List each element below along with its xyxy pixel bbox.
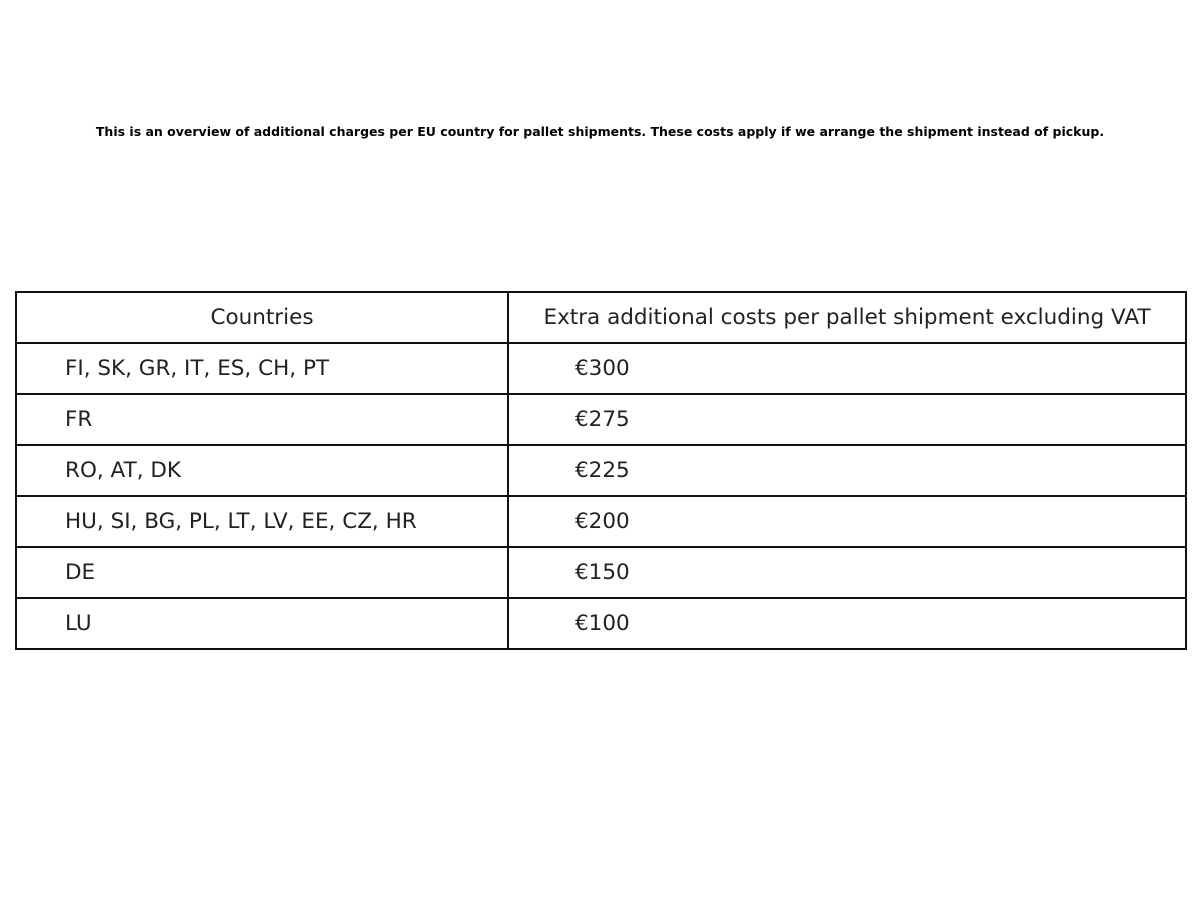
cost-cell: €300 [507,342,1187,395]
cost-cell: €275 [507,393,1187,446]
table-row: DE €150 [15,546,1187,599]
header-costs: Extra additional costs per pallet shipme… [507,291,1187,344]
cost-cell: €150 [507,546,1187,599]
table-row: RO, AT, DK €225 [15,444,1187,497]
countries-cell: DE [15,546,509,599]
table-row: LU €100 [15,597,1187,650]
table-row: HU, SI, BG, PL, LT, LV, EE, CZ, HR €200 [15,495,1187,548]
countries-cell: HU, SI, BG, PL, LT, LV, EE, CZ, HR [15,495,509,548]
header-countries: Countries [15,291,509,344]
cost-cell: €100 [507,597,1187,650]
cost-cell: €200 [507,495,1187,548]
cost-cell: €225 [507,444,1187,497]
caption: This is an overview of additional charge… [95,124,1105,139]
countries-cell: LU [15,597,509,650]
table-row: FR €275 [15,393,1187,446]
countries-cell: RO, AT, DK [15,444,509,497]
countries-cell: FR [15,393,509,446]
pallet-charges-table: Countries Extra additional costs per pal… [15,291,1187,650]
countries-cell: FI, SK, GR, IT, ES, CH, PT [15,342,509,395]
table-header-row: Countries Extra additional costs per pal… [15,291,1187,344]
table-row: FI, SK, GR, IT, ES, CH, PT €300 [15,342,1187,395]
